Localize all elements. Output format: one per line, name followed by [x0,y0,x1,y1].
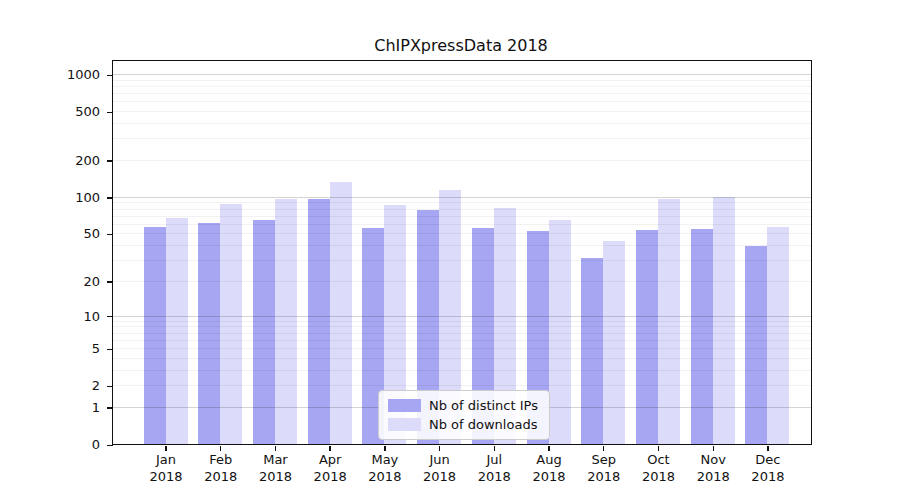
gridline-20 [113,281,811,282]
legend-entry-distinct-ips: Nb of distinct IPs [388,398,538,413]
x-tick-label-jan: Jan 2018 [138,451,194,485]
grid-layer [113,61,811,444]
y-tick-label-100: 100 [0,189,100,206]
y-tick-label-200: 200 [0,152,100,169]
gridline-10 [113,316,811,317]
gridline-50 [113,233,811,234]
y-tick-label-1000: 1000 [0,66,100,83]
gridline-6 [113,340,811,341]
y-tick-5 [107,349,113,350]
x-tick-label-oct: Oct 2018 [630,451,686,485]
y-tick-label-20: 20 [0,273,100,290]
y-tick-500 [107,112,113,113]
gridline-9 [113,321,811,322]
legend: Nb of distinct IPs Nb of downloads [378,390,550,440]
x-tick-label-mar: Mar 2018 [247,451,303,485]
gridline-40 [113,245,811,246]
y-tick-label-50: 50 [0,225,100,242]
x-tick-label-nov: Nov 2018 [685,451,741,485]
legend-entry-downloads: Nb of downloads [388,417,538,432]
gridline-90 [113,202,811,203]
x-tick-label-jul: Jul 2018 [466,451,522,485]
gridline-8 [113,326,811,327]
gridline-400 [113,123,811,124]
x-tick-label-feb: Feb 2018 [193,451,249,485]
gridline-80 [113,209,811,210]
gridline-3 [113,370,811,371]
y-tick-10 [107,316,113,317]
x-tick-label-dec: Dec 2018 [740,451,796,485]
gridline-900 [113,80,811,81]
legend-swatch-downloads [388,418,421,431]
y-tick-200 [107,160,113,161]
gridline-300 [113,138,811,139]
gridline-4 [113,358,811,359]
y-tick-100 [107,197,113,198]
y-tick-label-5: 5 [0,340,100,357]
y-tick-label-2: 2 [0,377,100,394]
gridline-100 [113,197,811,198]
gridline-5 [113,348,811,349]
x-tick-label-jun: Jun 2018 [412,451,468,485]
x-tick-label-apr: Apr 2018 [302,451,358,485]
y-tick-label-500: 500 [0,103,100,120]
chart-title: ChIPXpressData 2018 [112,36,810,58]
gridline-200 [113,160,811,161]
plot-area [112,60,812,445]
gridline-60 [113,224,811,225]
y-tick-label-1: 1 [0,399,100,416]
y-tick-1000 [107,75,113,76]
y-tick-label-0: 0 [0,436,100,453]
chart-figure: ChIPXpressData 2018 0 1 2 5 10 20 50 100 200 500 1… [0,0,900,500]
x-tick-label-may: May 2018 [357,451,413,485]
y-tick-20 [107,281,113,282]
gridline-700 [113,93,811,94]
gridline-800 [113,86,811,87]
gridline-70 [113,216,811,217]
gridline-30 [113,260,811,261]
gridline-1000 [113,74,811,75]
y-tick-50 [107,234,113,235]
y-tick-0 [107,445,113,446]
legend-label-distinct-ips: Nb of distinct IPs [429,398,538,413]
x-tick-label-sep: Sep 2018 [576,451,632,485]
y-tick-1 [107,407,113,408]
gridline-2 [113,385,811,386]
gridline-600 [113,101,811,102]
y-tick-2 [107,386,113,387]
legend-swatch-distinct-ips [388,399,421,412]
legend-label-downloads: Nb of downloads [429,417,537,432]
gridline-500 [113,111,811,112]
gridline-7 [113,333,811,334]
y-tick-label-10: 10 [0,308,100,325]
x-tick-label-aug: Aug 2018 [521,451,577,485]
